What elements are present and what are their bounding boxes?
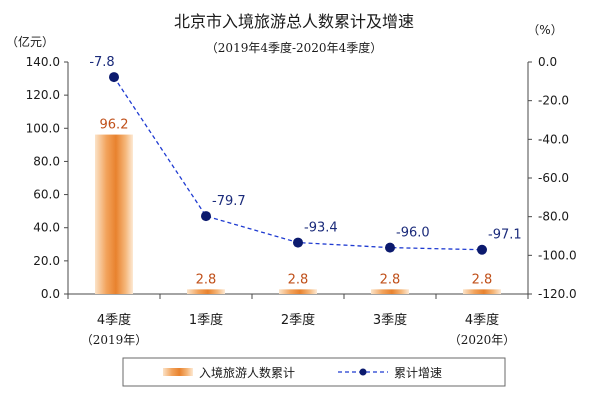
left-tick-label: 100.0 [26, 121, 60, 135]
right-tick-label: -80.0 [538, 210, 569, 224]
right-tick-label: -60.0 [538, 171, 569, 185]
left-tick-label: 140.0 [26, 55, 60, 69]
legend-bar-label: 入境旅游人数累计 [199, 365, 295, 380]
bar [187, 289, 225, 294]
line-point [477, 244, 487, 255]
chart-subtitle: （2019年4季度-2020年4季度） [206, 40, 382, 55]
bar-value-label: 2.8 [472, 272, 493, 287]
right-tick-label: -20.0 [538, 94, 569, 108]
category-label: 4季度 [465, 312, 499, 328]
line-value-label: -96.0 [396, 226, 430, 241]
legend-box [122, 357, 506, 387]
category-label: 3季度 [373, 312, 407, 328]
right-axis-unit: （%） [527, 23, 562, 37]
left-tick-label: 0.0 [41, 287, 60, 301]
category-label: 1季度 [189, 312, 223, 328]
axes: 0.0 20.0 40.0 60.0 80.0 100.0 120.0 140.0 -120.0… [26, 55, 577, 301]
line-series: -7.8 -79.7 -93.4 -96.0 -97.1 [89, 55, 522, 255]
bar [463, 289, 501, 294]
left-tick-label: 40.0 [33, 221, 60, 235]
bar [371, 289, 409, 294]
category-year-label: （2020年） [449, 333, 516, 347]
right-tick-label: -120.0 [538, 287, 577, 301]
line-point [293, 237, 303, 248]
line-value-label: -79.7 [212, 194, 246, 209]
category-label: 4季度 [97, 312, 131, 328]
right-tick-label: -100.0 [538, 248, 577, 262]
bar-value-label: 96.2 [100, 118, 129, 133]
left-axis-unit: （亿元） [6, 34, 54, 49]
legend-line-marker [359, 368, 367, 376]
line-value-label: -7.8 [89, 55, 114, 70]
line-point [109, 72, 119, 83]
bar-value-label: 2.8 [196, 272, 217, 287]
category-label: 2季度 [281, 312, 315, 328]
category-labels: 4季度 （2019年） 1季度 2季度 3季度 4季度 （2020年） [81, 312, 516, 347]
left-tick-label: 80.0 [33, 154, 60, 168]
bar-series: 96.2 2.8 2.8 2.8 2.8 [95, 118, 501, 294]
line-value-label: -93.4 [304, 221, 338, 236]
bar [95, 134, 133, 294]
legend: 入境旅游人数累计 累计增速 [122, 357, 506, 387]
left-tick-label: 60.0 [33, 188, 60, 202]
right-tick-label: -40.0 [538, 132, 569, 146]
left-tick-label: 20.0 [33, 254, 60, 268]
line-value-label: -97.1 [488, 228, 522, 243]
right-tick-label: 0.0 [538, 55, 557, 69]
category-year-label: （2019年） [81, 333, 148, 347]
left-tick-label: 120.0 [26, 88, 60, 102]
legend-line-label: 累计增速 [394, 366, 442, 380]
bar-value-label: 2.8 [288, 272, 309, 287]
growth-line [113, 76, 483, 251]
chart-title: 北京市入境旅游总人数累计及增速 [174, 12, 414, 31]
bar [279, 289, 317, 294]
line-point [201, 211, 211, 222]
legend-bar-swatch [163, 368, 193, 376]
line-point [385, 242, 395, 253]
bar-value-label: 2.8 [380, 272, 401, 287]
